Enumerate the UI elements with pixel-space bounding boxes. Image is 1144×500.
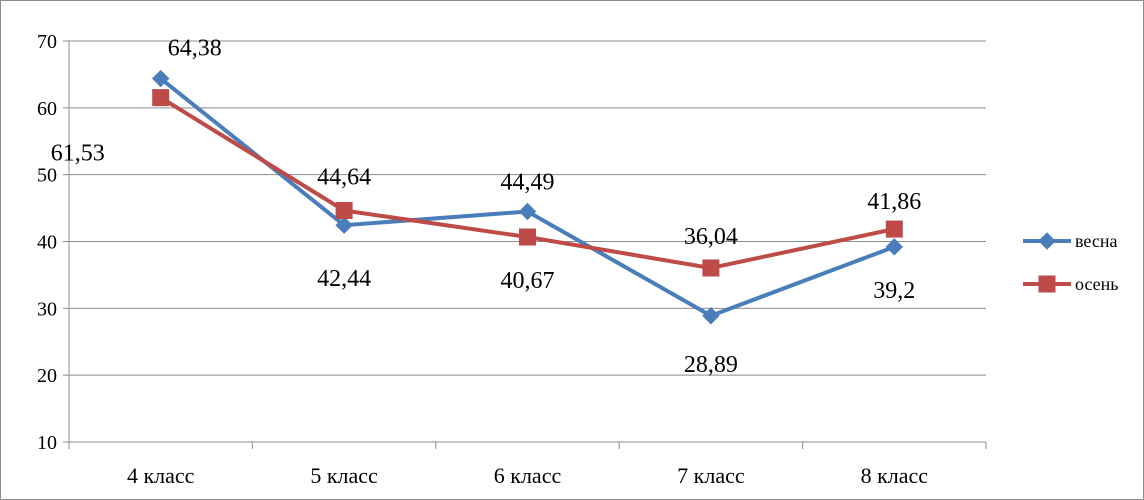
series-marker-весна bbox=[885, 238, 904, 256]
data-label: 64,38 bbox=[168, 36, 222, 62]
data-label: 39,2 bbox=[873, 278, 915, 304]
data-labels: 64,38 42,44 44,49 28,89 39,2 61,53 44,64 40,67 3… bbox=[51, 36, 922, 378]
series-marker-весна bbox=[335, 216, 353, 234]
axes: 10 20 30 40 50 60 70 4 класс 5 класс 6 класс 7 кла… bbox=[37, 31, 987, 488]
x-tick-label: 7 класс bbox=[677, 463, 745, 488]
y-tick-label: 60 bbox=[37, 98, 57, 120]
series-marker-осень bbox=[885, 220, 903, 238]
legend-label: весна bbox=[1075, 231, 1117, 251]
data-label: 44,64 bbox=[317, 164, 371, 190]
y-tick-label: 50 bbox=[37, 165, 57, 187]
series-marker-осень bbox=[335, 201, 353, 219]
data-label: 44,49 bbox=[501, 169, 555, 195]
data-label: 42,44 bbox=[317, 266, 371, 292]
series-marker-осень bbox=[702, 259, 720, 277]
x-tick-label: 6 класс bbox=[494, 463, 562, 488]
series-marker-осень bbox=[152, 89, 170, 107]
data-label: 36,04 bbox=[684, 224, 738, 250]
x-tick-label: 8 класс bbox=[861, 463, 929, 488]
series-marker-весна bbox=[151, 69, 170, 88]
data-label: 41,86 bbox=[867, 189, 921, 215]
y-tick-label: 30 bbox=[37, 298, 57, 320]
legend-marker-осень bbox=[1038, 275, 1056, 293]
series-marker-осень bbox=[519, 228, 536, 246]
data-label: 61,53 bbox=[51, 141, 105, 167]
y-tick-label: 20 bbox=[37, 365, 57, 387]
data-label: 40,67 bbox=[501, 268, 555, 294]
y-tick-label: 40 bbox=[37, 232, 57, 254]
y-tick-label: 10 bbox=[37, 432, 57, 454]
x-tick-label: 5 класс bbox=[310, 463, 378, 488]
x-tick-label: 4 класс bbox=[127, 463, 195, 488]
series-marker-весна bbox=[702, 307, 720, 325]
legend: весна осень bbox=[1023, 231, 1119, 294]
series-markers bbox=[151, 69, 904, 325]
legend-label: осень bbox=[1075, 274, 1119, 294]
legend-marker-весна bbox=[1038, 232, 1056, 250]
data-label: 28,89 bbox=[684, 352, 738, 378]
y-tick-label: 70 bbox=[37, 31, 57, 53]
series-marker-весна bbox=[518, 202, 537, 221]
